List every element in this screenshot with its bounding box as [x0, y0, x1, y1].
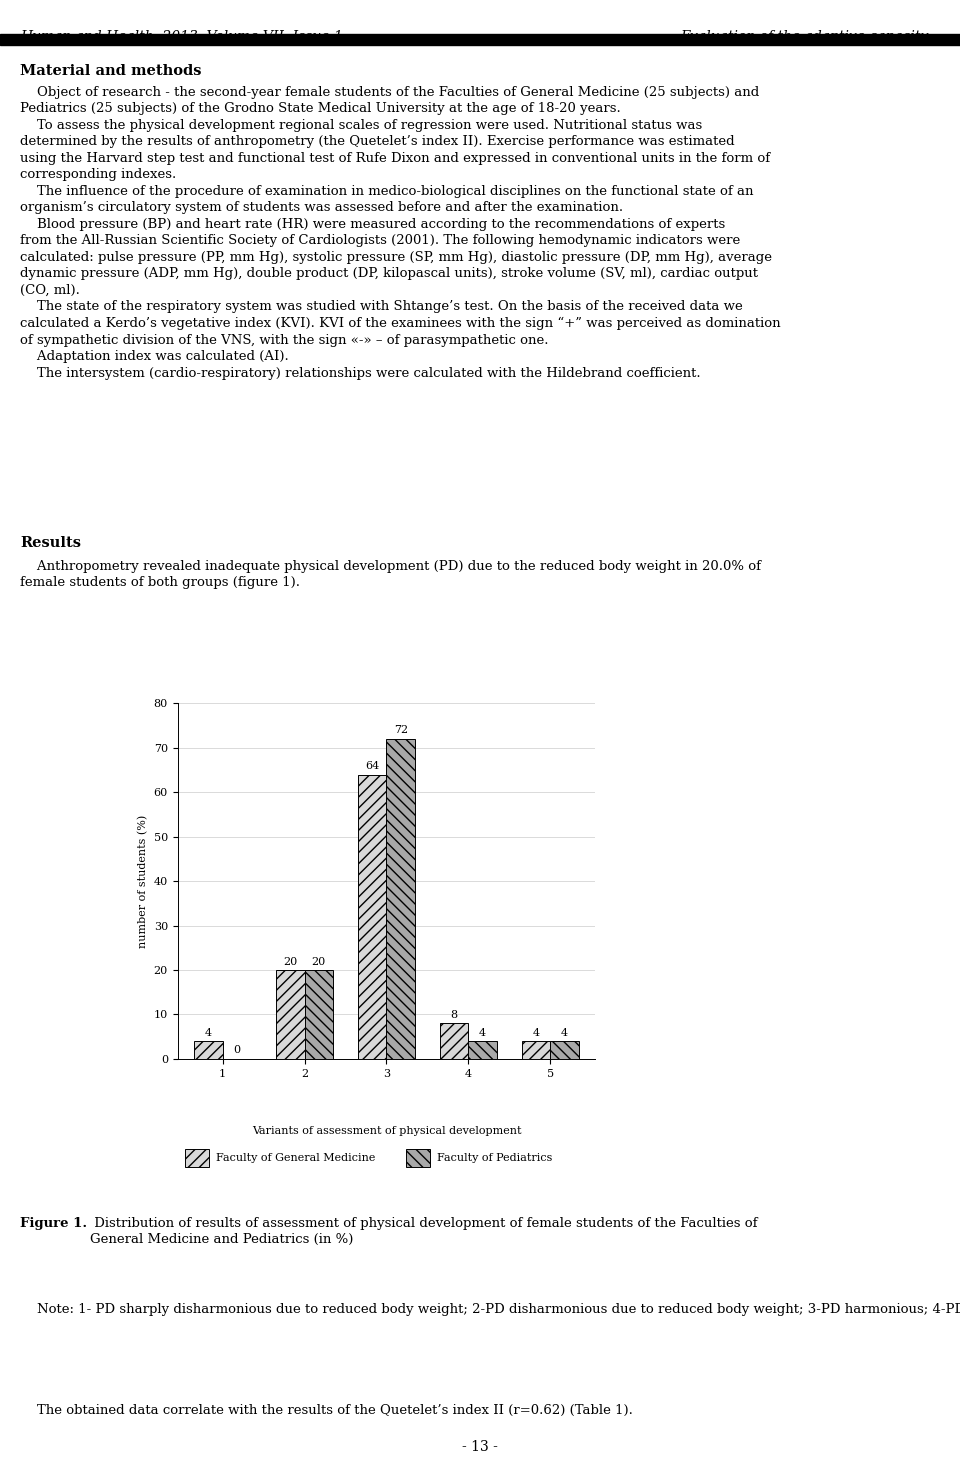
Text: Anthropometry revealed inadequate physical development (PD) due to the reduced b: Anthropometry revealed inadequate physic… — [20, 560, 761, 589]
Text: 4: 4 — [561, 1028, 568, 1038]
Text: Faculty of Pediatrics: Faculty of Pediatrics — [438, 1154, 553, 1163]
Text: 4: 4 — [204, 1028, 212, 1038]
Text: 20: 20 — [283, 957, 298, 967]
Text: Figure 1.: Figure 1. — [20, 1217, 87, 1231]
Text: 4: 4 — [479, 1028, 486, 1038]
Text: Material and methods: Material and methods — [20, 64, 202, 77]
Text: Human and Health, 2013, Volume VII, Issue 1: Human and Health, 2013, Volume VII, Issu… — [20, 30, 343, 43]
Text: Variants of assessment of physical development: Variants of assessment of physical devel… — [252, 1126, 521, 1136]
Text: 8: 8 — [450, 1010, 458, 1020]
Bar — [440, 1023, 468, 1059]
Text: 4: 4 — [532, 1028, 540, 1038]
Bar — [276, 970, 304, 1059]
Text: Evaluation of the adaptive capacity...: Evaluation of the adaptive capacity... — [681, 30, 940, 43]
Text: - 13 -: - 13 - — [462, 1441, 498, 1454]
Text: 0: 0 — [233, 1046, 241, 1056]
Bar — [468, 1041, 497, 1059]
Text: Results: Results — [20, 536, 82, 549]
Text: Faculty of General Medicine: Faculty of General Medicine — [216, 1154, 376, 1163]
Text: Distribution of results of assessment of physical development of female students: Distribution of results of assessment of… — [90, 1217, 757, 1247]
Text: 72: 72 — [394, 726, 408, 736]
Text: 64: 64 — [365, 761, 379, 772]
Bar — [358, 775, 386, 1059]
Bar — [304, 970, 333, 1059]
Bar — [550, 1041, 579, 1059]
Bar — [521, 1041, 550, 1059]
Text: 20: 20 — [312, 957, 326, 967]
Bar — [386, 739, 415, 1059]
Bar — [194, 1041, 223, 1059]
Y-axis label: number of students (%): number of students (%) — [137, 815, 148, 948]
Text: Object of research - the second-year female students of the Faculties of General: Object of research - the second-year fem… — [20, 86, 780, 379]
Text: The obtained data correlate with the results of the Quetelet’s index II (r=0.62): The obtained data correlate with the res… — [20, 1404, 633, 1417]
Text: Note: 1- PD sharply disharmonious due to reduced body weight; 2-PD disharmonious: Note: 1- PD sharply disharmonious due to… — [20, 1303, 960, 1317]
